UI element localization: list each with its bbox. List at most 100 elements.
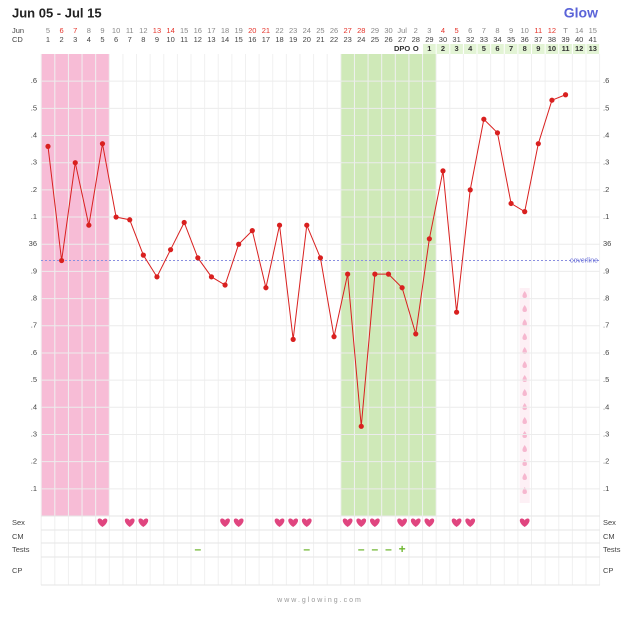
heart: [97, 518, 108, 527]
temperature-point: [249, 228, 255, 234]
y-tick-label-right: .3: [603, 429, 609, 438]
temperature-point: [481, 116, 487, 122]
spotting: [519, 288, 530, 503]
cd-label: 41: [589, 35, 597, 44]
date-row-label: Jun: [12, 26, 24, 35]
temperature-point: [263, 285, 269, 291]
y-tick-label-right: .6: [603, 348, 609, 357]
cd-label: 19: [289, 35, 297, 44]
y-tick-label: .1: [31, 212, 37, 221]
date-label: 28: [357, 26, 365, 35]
drop: [522, 473, 527, 480]
test-result: +: [399, 542, 406, 556]
cd-label: 5: [100, 35, 104, 44]
y-tick-label-right: .4: [603, 131, 609, 140]
heart: [451, 518, 462, 527]
date-label: 15: [180, 26, 188, 35]
cd-label: 20: [303, 35, 311, 44]
y-tick-label-right: .3: [603, 158, 609, 167]
cd-label: 30: [439, 35, 447, 44]
date-label: 21: [262, 26, 270, 35]
cd-label: 25: [371, 35, 379, 44]
row-label-right: Tests: [603, 545, 621, 554]
y-tick-label: .4: [31, 402, 37, 411]
date-label: 15: [589, 26, 597, 35]
date-label: 8: [87, 26, 91, 35]
y-tick-label: .1: [31, 484, 37, 493]
test-result: –: [358, 542, 365, 556]
date-label: 14: [166, 26, 174, 35]
y-tick-label: .7: [31, 321, 37, 330]
heart: [370, 518, 380, 527]
date-label: 11: [126, 26, 134, 35]
dpo-cell: [436, 44, 450, 54]
date-label: 29: [371, 26, 379, 35]
date-label: 18: [221, 26, 229, 35]
drop: [522, 445, 527, 452]
dpo-cell: [450, 44, 463, 54]
date-label: 14: [575, 26, 583, 35]
y-tick-label: .6: [31, 76, 37, 85]
temperature-point: [562, 92, 569, 98]
y-tick-label-right: .1: [603, 212, 609, 221]
cd-label: 21: [316, 35, 324, 44]
dpo-label: 7: [509, 44, 513, 53]
temperature-point: [399, 285, 405, 291]
heart: [356, 518, 367, 527]
y-tick-label: .3: [31, 158, 37, 167]
y-tick-label: .9: [31, 266, 37, 275]
dpo-label: 5: [482, 44, 486, 53]
date-label: 25: [316, 26, 324, 35]
temperature-point: [181, 219, 187, 226]
y-tick-label-right: .7: [603, 321, 609, 330]
heart: [397, 518, 407, 527]
temperature-point: [127, 217, 133, 223]
cd-label: 31: [452, 35, 460, 44]
date-label: 26: [330, 26, 338, 35]
dpo-label: 2: [441, 44, 445, 53]
cd-label: 22: [330, 35, 338, 44]
temperature-point: [317, 255, 323, 261]
drop: [522, 291, 527, 298]
temperature-point: [345, 271, 351, 277]
date-label: 24: [303, 26, 311, 35]
temperature-point: [304, 222, 310, 228]
y-tick-label-right: .5: [603, 375, 609, 384]
coverline-label: coverline: [570, 257, 598, 264]
drop: [522, 305, 527, 312]
cd-label: 1: [46, 35, 50, 44]
dpo-label: 4: [468, 44, 473, 53]
heart: [138, 518, 149, 527]
temperature-point: [454, 309, 460, 315]
row-label-right: Sex: [603, 518, 616, 527]
test-result: –: [194, 542, 201, 556]
row-label: CM: [12, 532, 24, 541]
date-label: 7: [73, 26, 77, 35]
title: Jun 05 - Jul 15: [12, 5, 102, 20]
y-tick-label: .8: [31, 294, 37, 303]
temperature-point: [208, 274, 215, 280]
y-tick-label: .2: [31, 457, 37, 466]
cd-label: 26: [384, 35, 392, 44]
date-label: 27: [343, 26, 351, 35]
date-label: 10: [112, 26, 120, 35]
cd-label: 29: [425, 35, 433, 44]
fertile-band: [341, 54, 436, 516]
date-label: 4: [441, 26, 445, 35]
temperature-point: [290, 336, 296, 342]
date-label: 2: [414, 26, 418, 35]
cd-label: 39: [561, 35, 569, 44]
cd-label: 16: [248, 35, 256, 44]
cd-label: 40: [575, 35, 583, 44]
y-tick-label-right: .2: [603, 185, 609, 194]
drop: [522, 403, 527, 410]
y-tick-label: .3: [31, 429, 37, 438]
row-label-right: CP: [603, 566, 613, 575]
temperature-point: [154, 274, 160, 280]
row-label-right: CM: [603, 532, 615, 541]
heart: [519, 518, 530, 527]
temperature-point: [195, 255, 201, 261]
temperature-point: [535, 141, 541, 147]
